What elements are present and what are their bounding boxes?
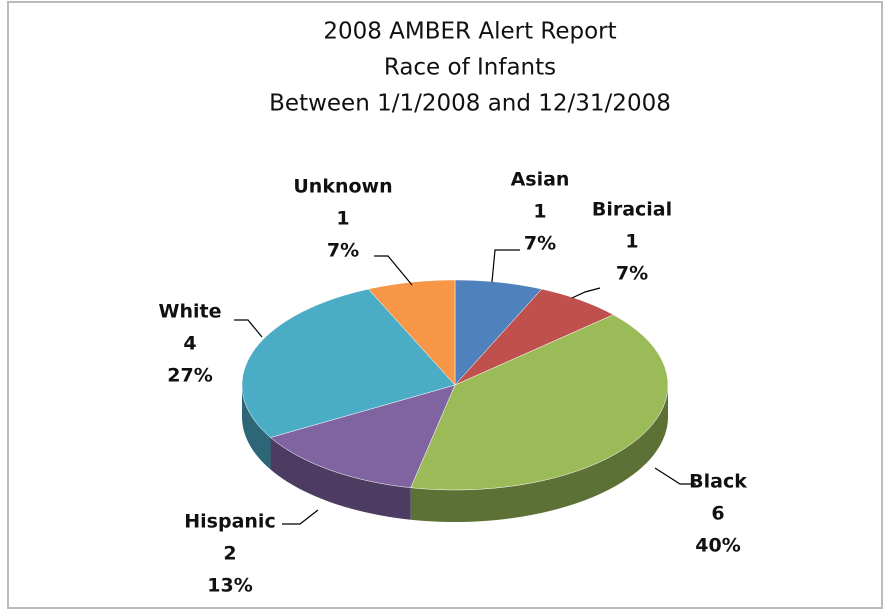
slice-label: Hispanic: [184, 511, 275, 533]
slice-label: Asian: [511, 169, 570, 191]
pie-slice-side: [242, 385, 271, 470]
slice-percent: 7%: [616, 263, 648, 285]
slice-percent: 7%: [327, 240, 359, 262]
pie-slice: [410, 314, 669, 491]
slice-label: Unknown: [293, 176, 392, 198]
slice-value: 1: [336, 208, 349, 230]
slice-percent: 13%: [207, 575, 252, 597]
pie-slice: [454, 288, 614, 386]
pie-slice-side: [270, 437, 411, 520]
pie-slice: [270, 384, 456, 488]
leader-line: [654, 467, 696, 485]
chart-title: Between 1/1/2008 and 12/31/2008: [269, 91, 671, 117]
slice-percent: 27%: [167, 365, 212, 387]
pie-slice: [367, 279, 456, 386]
leader-line: [491, 249, 520, 283]
slice-label: Black: [689, 471, 747, 493]
pie-slice-side: [410, 385, 668, 522]
slice-percent: 40%: [695, 535, 740, 557]
slice-value: 1: [625, 231, 638, 253]
slice-value: 4: [183, 333, 196, 355]
leader-line: [282, 509, 319, 525]
slice-value: 2: [223, 543, 236, 565]
leader-line: [374, 255, 413, 286]
leader-line: [571, 287, 601, 299]
slice-value: 1: [533, 201, 546, 223]
slice-percent: 7%: [524, 233, 556, 255]
chart-title: 2008 AMBER Alert Report: [323, 19, 616, 45]
pie-slice: [454, 279, 543, 386]
slice-label: Biracial: [592, 199, 672, 221]
slice-value: 6: [711, 503, 724, 525]
chart-title: Race of Infants: [384, 55, 556, 81]
leader-line: [234, 319, 263, 338]
slice-label: White: [159, 301, 222, 323]
